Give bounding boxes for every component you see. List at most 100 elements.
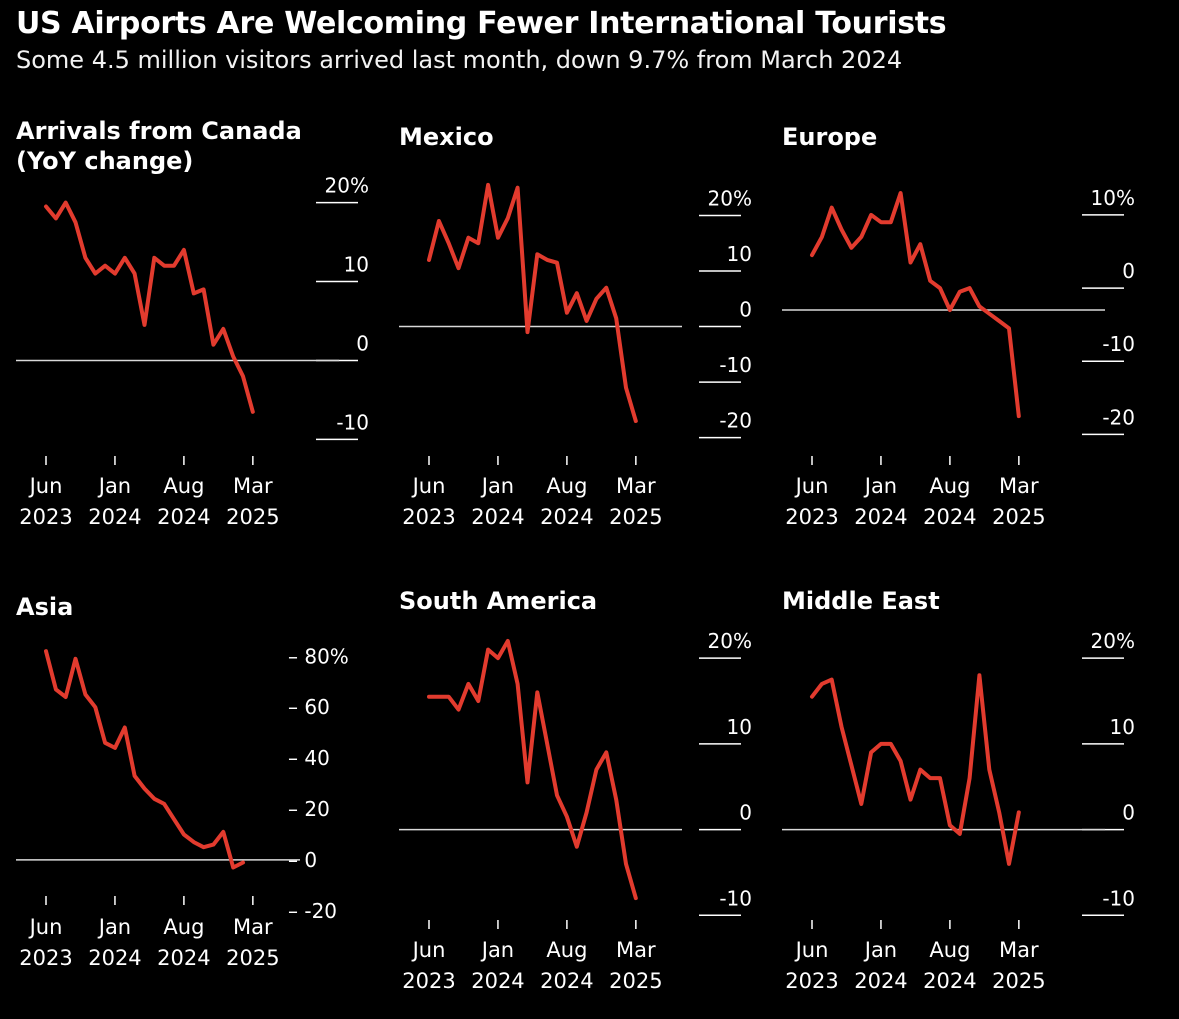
y-tick-label: 10 <box>1110 715 1135 739</box>
y-tick-label: – 80% <box>288 644 349 668</box>
y-tick-label: 20% <box>1091 629 1135 653</box>
y-tick-label: 20% <box>708 629 752 653</box>
x-tick-year-label: 2025 <box>992 505 1045 529</box>
series-line-middle-east <box>810 673 1021 866</box>
x-tick-label: Jun <box>28 474 63 498</box>
chart-subtitle: Some 4.5 million visitors arrived last m… <box>16 46 903 74</box>
x-tick-year-label: 2023 <box>402 505 455 529</box>
panel-middle-east: Middle East 20% 10 0 -10 Jun 2023 Jan 2024 Aug 20… <box>782 586 1165 1006</box>
panel-europe: Europe 10% 0 -10 -20 Jun 2023 Jan 2024 Aug 2024 Ma… <box>782 116 1165 546</box>
series-line-europe <box>810 191 1021 419</box>
panel-title-asia: Asia <box>16 593 74 621</box>
y-tick-label: 0 <box>1122 259 1135 283</box>
y-tick-label: – 60 <box>288 695 330 719</box>
x-tick-year-label: 2025 <box>992 969 1045 993</box>
chart-mexico: 20% 10 0 -10 -20 Jun 2023 Jan 2024 Aug 2024 Mar 2025 <box>399 182 752 529</box>
y-tick-label: – 20 <box>288 797 330 821</box>
y-tick-label: 0 <box>739 801 752 825</box>
chart-title: US Airports Are Welcoming Fewer Internat… <box>16 6 947 41</box>
panel-title-middle-east: Middle East <box>782 587 940 615</box>
x-tick-label: Mar <box>233 474 273 498</box>
series-line-mexico <box>427 182 638 423</box>
x-tick-year-label: 2024 <box>157 946 210 970</box>
y-tick-label: 10 <box>727 242 752 266</box>
y-tick-label: -10 <box>1102 332 1135 356</box>
x-tick-year-label: 2023 <box>19 505 72 529</box>
y-tick-label: 10 <box>344 253 369 277</box>
chart-canada: 20% 10 0 -10 Jun 2023 Jan 2024 Aug 2024 Mar 2025 <box>16 174 369 529</box>
x-tick-year-label: 2024 <box>923 969 976 993</box>
x-tick-label: Mar <box>999 938 1039 962</box>
chart-asia: – 80%– 60– 40– 20– 0– -20Jun2023Jan2024A… <box>16 644 349 970</box>
x-tick-year-label: 2024 <box>88 946 141 970</box>
x-tick-label: Jun <box>411 938 446 962</box>
x-tick-year-label: 2023 <box>19 946 72 970</box>
panel-title-south-america: South America <box>399 587 598 615</box>
y-tick-label: -20 <box>719 409 752 433</box>
y-tick-label: -10 <box>719 886 752 910</box>
x-tick-label: Aug <box>163 915 204 939</box>
y-tick-label: -20 <box>1102 405 1135 429</box>
x-tick-year-label: 2024 <box>157 505 210 529</box>
x-tick-year-label: 2023 <box>402 969 455 993</box>
chart-south-america: 20% 10 0 -10 Jun 2023 Jan 2024 Aug 2024 Mar 2025 <box>399 629 752 993</box>
x-tick-label: Mar <box>233 915 273 939</box>
x-tick-label: Aug <box>163 474 204 498</box>
x-tick-label: Jun <box>28 915 63 939</box>
panel-south-america: South America 20% 10 0 -10 Jun 2023 Jan 2024 Aug… <box>399 586 782 1006</box>
x-tick-year-label: 2024 <box>854 505 907 529</box>
panel-mexico: Mexico 20% 10 0 -10 -20 Jun 2023 Jan 2024 Aug 2024… <box>399 116 782 546</box>
series-line-canada <box>44 200 255 414</box>
x-tick-label: Jan <box>480 474 514 498</box>
panel-title-mexico: Mexico <box>399 123 494 151</box>
x-tick-label: Jun <box>794 938 829 962</box>
panel-title-canada: Arrivals from Canada (YoY change) <box>16 117 302 175</box>
x-tick-label: Jun <box>794 474 829 498</box>
y-tick-label: 20% <box>708 186 752 210</box>
x-tick-label: Mar <box>999 474 1039 498</box>
x-tick-year-label: 2024 <box>540 969 593 993</box>
y-tick-label: 10% <box>1091 186 1135 210</box>
panel-canada: Arrivals from Canada (YoY change) 20% 10 0… <box>16 116 399 546</box>
x-tick-label: Aug <box>546 474 587 498</box>
x-tick-label: Mar <box>616 474 656 498</box>
x-tick-year-label: 2024 <box>923 505 976 529</box>
x-tick-year-label: 2025 <box>226 946 279 970</box>
y-tick-label: 0 <box>1122 801 1135 825</box>
series-line-asia <box>44 649 245 870</box>
x-tick-year-label: 2023 <box>785 505 838 529</box>
x-tick-year-label: 2023 <box>785 969 838 993</box>
x-tick-label: Jan <box>97 474 131 498</box>
chart-europe: 10% 0 -10 -20 Jun 2023 Jan 2024 Aug 2024 Mar 2025 <box>782 186 1135 529</box>
y-tick-label: – -20 <box>288 899 337 923</box>
x-tick-year-label: 2025 <box>609 505 662 529</box>
panel-title-europe: Europe <box>782 123 878 151</box>
x-tick-label: Aug <box>546 938 587 962</box>
y-tick-label: 20% <box>325 174 369 198</box>
chart-middle-east: 20% 10 0 -10 Jun 2023 Jan 2024 Aug 2024 Mar 2025 <box>782 629 1135 993</box>
panel-asia: Asia – 80% – 60– 40– 20– 0– -20 Jun 2023 Jan… <box>16 586 399 1006</box>
x-tick-label: Jan <box>863 474 897 498</box>
y-tick-label: 0 <box>739 298 752 322</box>
x-tick-label: Aug <box>929 938 970 962</box>
y-tick-label: 0 <box>356 331 369 355</box>
y-tick-label: – 40 <box>288 746 330 770</box>
x-tick-label: Mar <box>616 938 656 962</box>
y-tick-label: 10 <box>727 715 752 739</box>
x-tick-year-label: 2025 <box>226 505 279 529</box>
x-tick-label: Jan <box>480 938 514 962</box>
x-tick-year-label: 2024 <box>854 969 907 993</box>
x-tick-year-label: 2025 <box>609 969 662 993</box>
x-tick-year-label: 2024 <box>471 505 524 529</box>
x-tick-label: Jan <box>97 915 131 939</box>
x-tick-year-label: 2024 <box>540 505 593 529</box>
x-tick-label: Jun <box>411 474 446 498</box>
x-tick-label: Jan <box>863 938 897 962</box>
y-tick-label: -10 <box>336 410 369 434</box>
y-tick-label: -10 <box>1102 886 1135 910</box>
x-tick-label: Aug <box>929 474 970 498</box>
y-tick-label: -10 <box>719 353 752 377</box>
x-tick-year-label: 2024 <box>471 969 524 993</box>
series-line-south-america <box>427 639 638 901</box>
